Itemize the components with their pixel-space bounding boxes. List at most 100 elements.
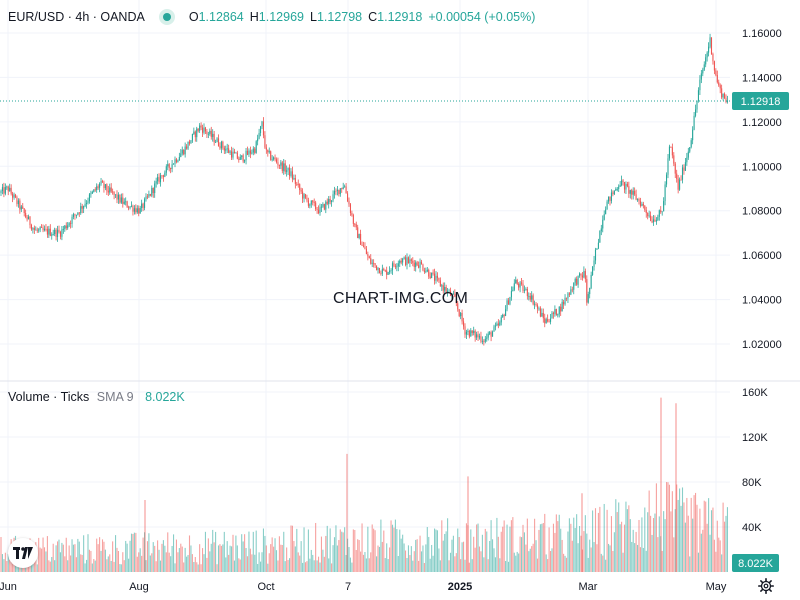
candle-body [61,229,63,237]
candle-body [706,52,708,58]
tradingview-logo-icon[interactable] [8,538,38,568]
volume-bar [81,554,83,572]
candle-body [275,159,278,163]
candle-body [170,167,172,170]
candle-body [725,98,727,102]
price-axis[interactable]: 1.16000 1.14000 1.12000 1.10000 1.08000 1.060… [742,28,782,351]
volume-bar [696,504,698,572]
candle-body [480,336,482,342]
volume-bar [605,559,607,572]
candle-body [23,208,25,214]
volume-bar [584,515,586,572]
volume-bar [426,527,428,572]
volume-bar [695,492,697,572]
candle-body [463,321,465,327]
volume-bar [349,557,351,572]
volume-bar [161,543,163,572]
candle-body [358,234,360,239]
candle-body [389,270,391,273]
candle-body [625,183,627,190]
candle-body [220,141,222,149]
volume-bar [500,531,502,572]
volume-bar [568,518,570,572]
candle-body [429,276,431,278]
candle-body [387,272,389,275]
candle-body [323,204,325,210]
volume-tick-label: 40K [742,522,762,534]
candle-body [683,167,685,171]
candle-body [451,294,453,296]
volume-bar [474,547,476,572]
volume-bar [551,548,553,572]
candle-body [41,227,43,228]
volume-bar [413,551,415,572]
volume-bar [352,529,354,572]
candle-body [577,275,579,285]
gear-icon[interactable] [757,577,775,595]
candle-body [426,269,428,272]
candle-body [20,206,22,210]
candle-body [19,200,21,210]
candle-body [628,186,630,194]
volume-bar [62,544,64,572]
volume-bar [6,561,8,572]
volume-bar [320,536,322,572]
volume-bar [222,544,224,572]
candle-body [194,131,196,138]
candle-body [489,332,491,334]
volume-bar [496,517,498,572]
candle-body [316,209,318,210]
candle-body [684,162,686,171]
candle-body [355,224,357,228]
time-axis[interactable]: Jun Aug Oct 7 2025 Mar May [0,581,727,593]
candle-body [264,135,266,148]
volume-bar [238,558,240,572]
candle-body [125,201,127,203]
candle-body [467,330,469,332]
candle-body [380,273,382,275]
volume-legend[interactable]: Volume · Ticks SMA 9 8.022K [8,390,185,404]
volume-bar [416,539,418,572]
volume-bar [296,528,298,572]
candle-body [238,158,240,160]
volume-bar [194,557,196,572]
candle-body [235,152,237,154]
volume-bar [489,540,491,572]
candle-body [229,151,231,153]
candle-body [718,82,720,86]
volume-bar [655,483,657,572]
candle-body [16,197,18,205]
candle-body [447,290,449,292]
candle-body [435,275,437,281]
candle-body [303,194,305,199]
candle-body [294,178,296,184]
volume-bars [0,397,728,572]
candle-body [278,165,280,166]
volume-bar [692,518,694,572]
candle-body [641,203,643,206]
candle-body [165,166,167,173]
price-tick-label: 1.08000 [742,206,782,218]
volume-bar [257,563,259,572]
volume-bar [167,532,169,572]
volume-bar [157,540,159,572]
candle-body [497,323,499,326]
volume-bar [158,549,160,572]
symbol-title[interactable]: EUR/USD · 4h · OANDA [8,10,145,24]
candle-body [297,183,299,185]
candle-body [255,141,257,153]
candle-body [383,268,385,271]
volume-bar [705,501,707,572]
candle-body [673,155,675,164]
candle-body [400,260,402,263]
candle-body [196,128,198,138]
volume-bar [439,560,441,572]
volume-bar [634,543,636,572]
volume-bar [162,540,164,572]
volume-bar [579,526,581,572]
volume-axis[interactable]: 160K 120K 80K 40K [742,387,768,534]
market-status-icon[interactable] [158,9,175,25]
volume-bar [606,509,608,572]
volume-bar [61,542,63,572]
